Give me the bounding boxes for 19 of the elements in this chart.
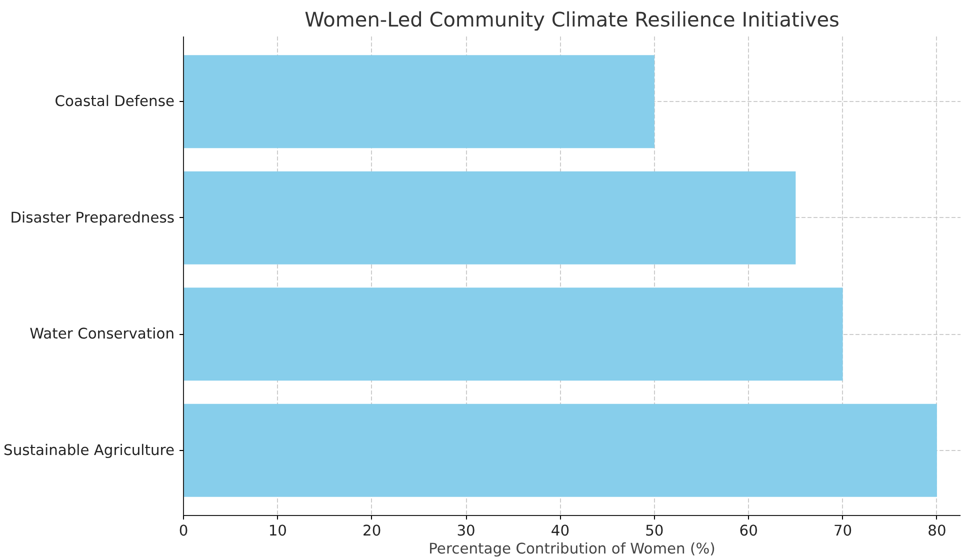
x-axis-title: Percentage Contribution of Women (%) bbox=[428, 540, 716, 558]
chart-title: Women-Led Community Climate Resilience Initiatives bbox=[304, 8, 840, 32]
x-tick-label: 40 bbox=[550, 522, 570, 540]
x-tick-label: 50 bbox=[645, 522, 664, 540]
bar bbox=[184, 288, 843, 381]
x-tick-label: 0 bbox=[178, 522, 188, 540]
x-tick-label: 60 bbox=[739, 522, 758, 540]
x-tick-label: 10 bbox=[268, 522, 288, 540]
bar bbox=[184, 55, 654, 148]
x-tick-label: 20 bbox=[362, 522, 382, 540]
y-tick-label: Water Conservation bbox=[30, 326, 175, 343]
y-tick-label: Coastal Defense bbox=[54, 93, 175, 110]
x-tick-label: 30 bbox=[456, 522, 476, 540]
x-tick-label: 70 bbox=[833, 522, 852, 540]
bar bbox=[184, 171, 796, 264]
y-tick-label: Sustainable Agriculture bbox=[4, 442, 174, 459]
bar bbox=[184, 404, 937, 497]
x-tick-label: 80 bbox=[928, 522, 946, 540]
y-tick-label: Disaster Preparedness bbox=[10, 209, 175, 226]
